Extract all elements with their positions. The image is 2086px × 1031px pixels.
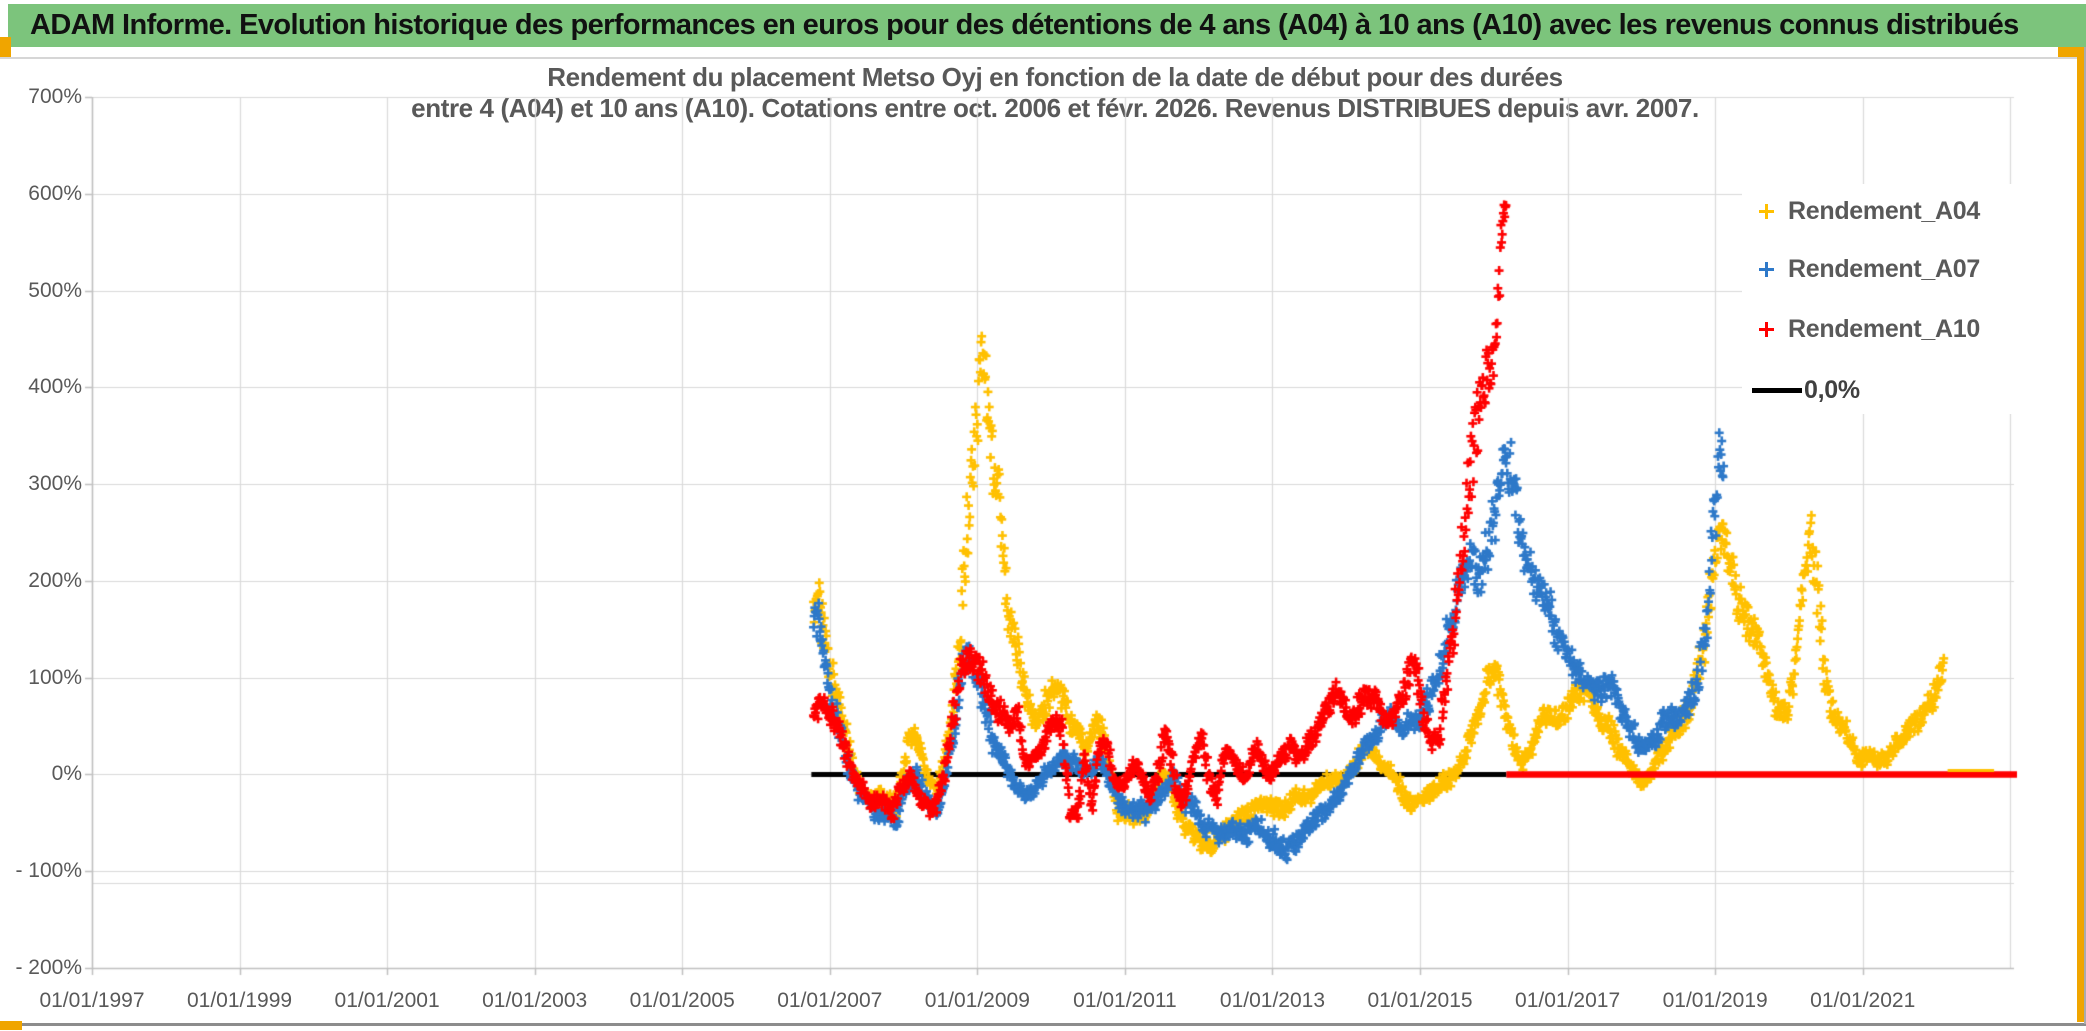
y-axis-label: 500% xyxy=(28,278,82,302)
x-axis-label: 01/01/2007 xyxy=(777,989,883,1012)
legend-label: Rendement_A10 xyxy=(1788,314,1980,343)
x-axis-label: 01/01/2019 xyxy=(1662,989,1768,1012)
y-axis-label: 200% xyxy=(28,568,82,592)
legend-item-rendement-a07[interactable]: Rendement_A07 xyxy=(1742,251,2014,287)
legend-item-zero-line[interactable]: 0,0% xyxy=(1742,372,2014,408)
legend-label: Rendement_A07 xyxy=(1788,254,1980,283)
x-axis-label: 01/01/1999 xyxy=(186,989,293,1012)
y-axis-label: 0% xyxy=(51,762,82,786)
plus-marker-icon xyxy=(1758,203,1775,220)
legend-item-rendement-a10[interactable]: Rendement_A10 xyxy=(1742,311,2014,347)
x-axis-label: 01/01/2021 xyxy=(1810,989,1916,1012)
x-axis-label: 01/01/1997 xyxy=(39,989,145,1012)
plus-marker-icon xyxy=(1758,261,1775,278)
plus-marker-icon xyxy=(1758,321,1775,338)
y-axis-label: 600% xyxy=(28,181,82,205)
y-axis-label: 400% xyxy=(28,375,82,399)
x-axis-label: 01/01/2001 xyxy=(334,989,440,1012)
y-axis-label: - 100% xyxy=(15,859,82,883)
x-axis-label: 01/01/2015 xyxy=(1367,989,1473,1012)
x-axis-label: 01/01/2013 xyxy=(1219,989,1326,1012)
x-axis-label: 01/01/2005 xyxy=(629,989,735,1012)
x-axis-label: 01/01/2003 xyxy=(482,989,588,1012)
y-axis-label: 300% xyxy=(28,472,82,496)
y-axis-label: 100% xyxy=(28,665,82,689)
y-axis-label: - 200% xyxy=(15,956,82,979)
x-axis-label: 01/01/2011 xyxy=(1073,989,1177,1012)
y-axis-label: 700% xyxy=(28,85,82,108)
x-axis-label: 01/01/2017 xyxy=(1515,989,1621,1012)
legend-item-rendement-a04[interactable]: Rendement_A04 xyxy=(1742,193,2014,229)
legend-label: Rendement_A04 xyxy=(1788,196,1980,225)
x-axis-label: 01/01/2009 xyxy=(924,989,1030,1012)
legend-label: 0,0% xyxy=(1804,375,1860,404)
zero-line-icon xyxy=(1752,387,1802,393)
legend: Rendement_A04 Rendement_A07 Rendement_A1… xyxy=(1742,184,2014,414)
